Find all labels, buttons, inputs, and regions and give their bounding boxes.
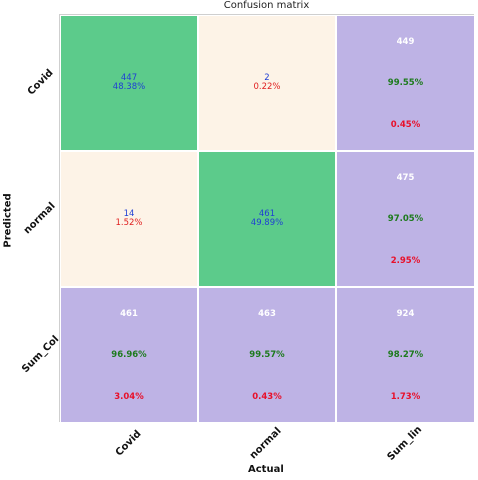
cell-count-label: 449 xyxy=(396,37,415,47)
cell-percent-label: 1.52% xyxy=(115,218,143,228)
x-tick-label: Covid xyxy=(113,428,144,458)
matrix-cell: 461 49.89% xyxy=(198,151,336,287)
x-axis-label: Actual xyxy=(248,464,284,475)
x-tick-label: normal xyxy=(247,425,284,461)
cell-count-label: 461 xyxy=(258,209,276,219)
cell-percent-error-label: 3.04% xyxy=(114,392,144,402)
cell-percent-label: 49.89% xyxy=(250,218,284,228)
matrix-grid: 447 48.38% 2 0.22% 449 99.55% 0.45% 14 1.52% 461 4… xyxy=(59,14,475,423)
cell-percent-error-label: 1.73% xyxy=(390,392,421,402)
matrix-cell: 449 99.55% 0.45% xyxy=(336,15,475,151)
matrix-cell: 461 96.96% 3.04% xyxy=(60,287,198,423)
cell-count-label: 475 xyxy=(396,173,415,183)
cell-percent-error-label: 2.95% xyxy=(390,256,421,266)
y-tick-label: normal xyxy=(21,200,58,236)
y-tick-label: Covid xyxy=(25,67,56,97)
x-tick-label: Sum_lin xyxy=(385,423,424,463)
matrix-cell: 447 48.38% xyxy=(60,15,198,151)
cell-count-label: 447 xyxy=(120,73,138,83)
cell-percent-label: 48.38% xyxy=(112,82,146,92)
cell-percent-error-label: 0.45% xyxy=(390,120,421,130)
cell-percent-error-label: 0.43% xyxy=(252,392,282,402)
cell-count-label: 461 xyxy=(120,309,138,319)
cell-percent-correct-label: 97.05% xyxy=(387,214,424,224)
cell-count-label: 2 xyxy=(264,73,270,83)
cell-percent-correct-label: 96.96% xyxy=(111,350,147,360)
chart-title: Confusion matrix xyxy=(223,0,310,11)
matrix-cell: 2 0.22% xyxy=(198,15,336,151)
y-tick-label: Sum_Col xyxy=(19,333,61,375)
cell-percent-correct-label: 99.57% xyxy=(249,350,285,360)
cell-count-label: 14 xyxy=(123,209,135,219)
cell-percent-correct-label: 99.55% xyxy=(387,78,424,88)
matrix-cell: 475 97.05% 2.95% xyxy=(336,151,475,287)
matrix-cell: 463 99.57% 0.43% xyxy=(198,287,336,423)
cell-percent-correct-label: 98.27% xyxy=(387,350,424,360)
cell-count-label: 924 xyxy=(396,309,415,319)
y-axis-label: Predicted xyxy=(2,192,14,248)
matrix-cell: 14 1.52% xyxy=(60,151,198,287)
cell-count-label: 463 xyxy=(258,309,276,319)
matrix-cell: 924 98.27% 1.73% xyxy=(336,287,475,423)
cell-percent-label: 0.22% xyxy=(253,82,281,92)
